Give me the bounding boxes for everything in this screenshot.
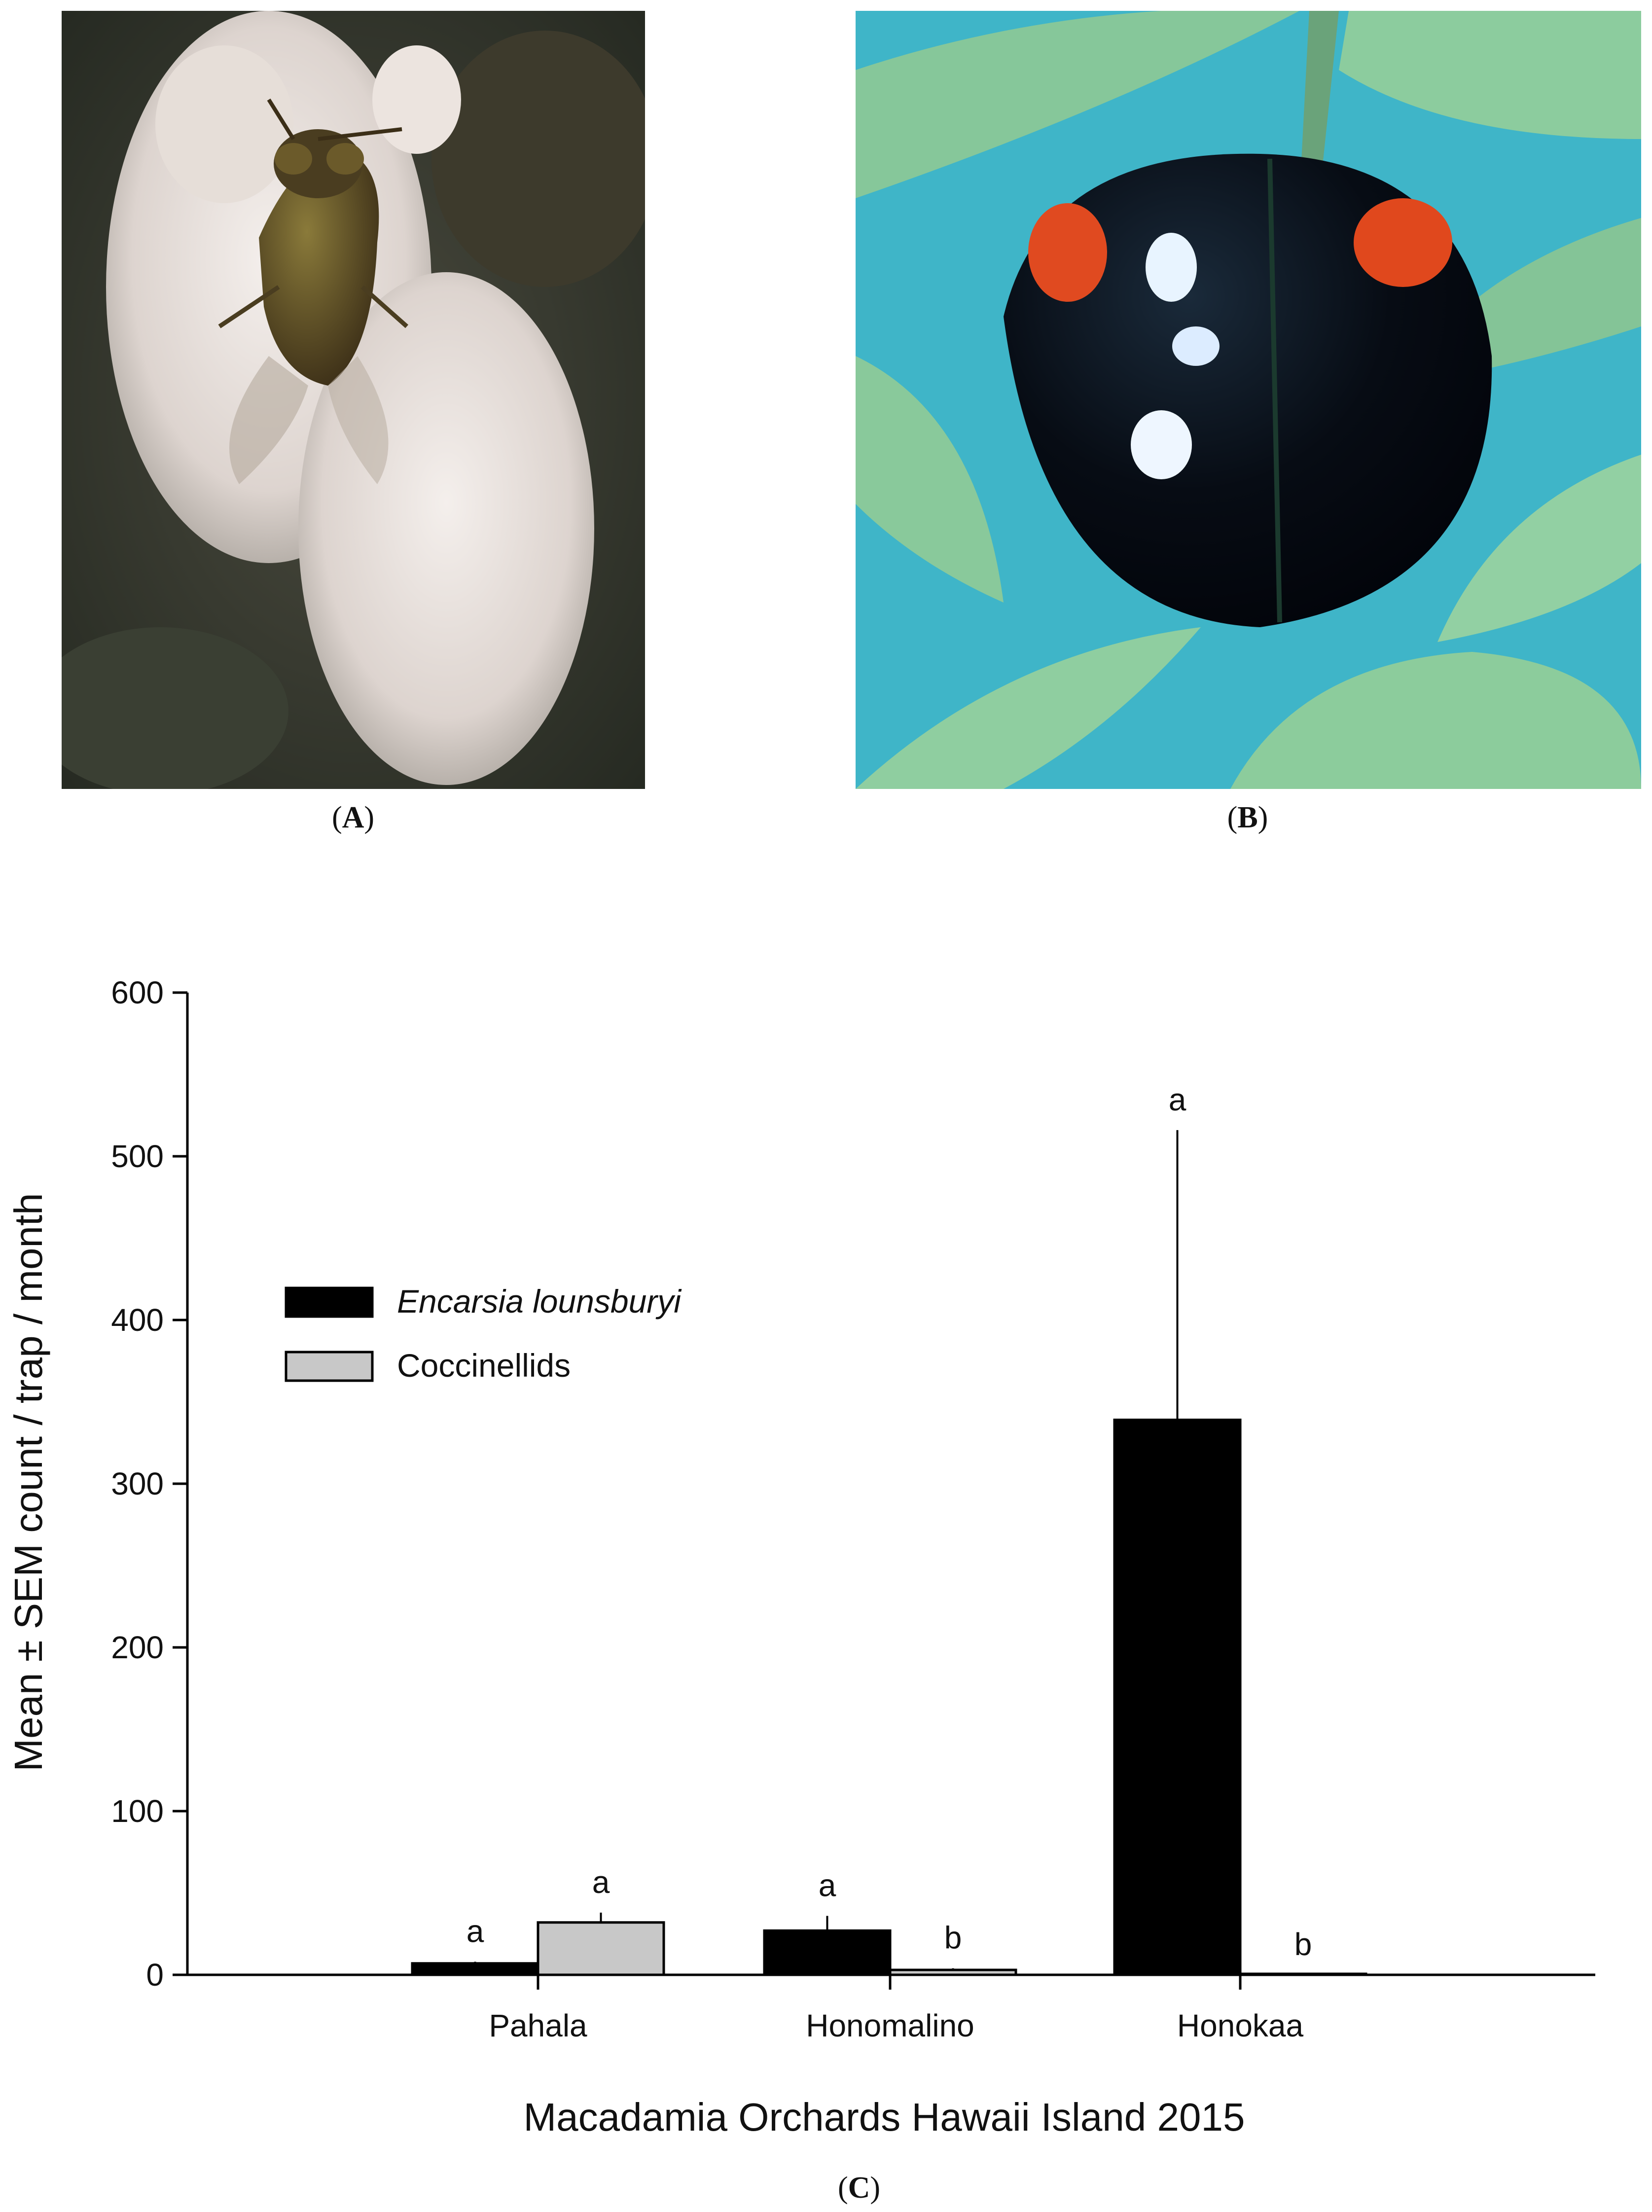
- y-tick-label: 500: [111, 1139, 164, 1174]
- significance-letter: a: [819, 1867, 836, 1903]
- bar: [1239, 1972, 1367, 1976]
- chart-legend: Encarsia lounsburyi Coccinellids: [285, 1283, 682, 1384]
- legend-swatch: [285, 1351, 374, 1382]
- y-tick-label: 200: [111, 1630, 164, 1665]
- significance-letter: b: [944, 1920, 962, 1956]
- significance-letter: a: [1169, 1082, 1186, 1117]
- bar: [1113, 1419, 1242, 1976]
- photo-b: [856, 11, 1641, 789]
- panel-label-a: (A): [331, 801, 375, 834]
- y-axis-title: Mean ± SEM count / trap / month: [6, 1193, 50, 1771]
- y-tick-label: 400: [111, 1302, 164, 1338]
- significance-letter: b: [1294, 1927, 1312, 1962]
- legend-swatch: [285, 1286, 374, 1318]
- significance-letter: a: [467, 1913, 484, 1949]
- legend-label: Coccinellids: [397, 1347, 571, 1384]
- x-tick-label: Pahala: [489, 2008, 587, 2043]
- bar: [411, 1962, 539, 1976]
- bar: [889, 1968, 1017, 1976]
- y-tick-label: 0: [146, 1957, 164, 1993]
- photo-a: [62, 11, 645, 789]
- panel-label-c: (C): [837, 2171, 881, 2205]
- y-tick-label: 100: [111, 1793, 164, 1829]
- x-tick-label: Honokaa: [1177, 2008, 1304, 2043]
- bar: [763, 1929, 892, 1976]
- x-axis-title: Macadamia Orchards Hawaii Island 2015: [524, 2095, 1245, 2139]
- y-tick-label: 600: [111, 975, 164, 1010]
- black-ladybeetle-photo: [856, 11, 1641, 789]
- legend-label: Encarsia lounsburyi: [397, 1283, 682, 1320]
- bar: [537, 1921, 665, 1976]
- x-tick-label: Honomalino: [806, 2008, 974, 2043]
- chart-axes: 0 100 200 300 400 500 600 Pahala Honomalino Honok…: [111, 975, 1595, 2043]
- y-tick-label: 300: [111, 1466, 164, 1501]
- whitefly-parasitoid-wasp-photo: [62, 11, 645, 789]
- significance-letter: a: [592, 1864, 610, 1900]
- panel-label-b: (B): [1227, 801, 1268, 834]
- chart-bars: a a a b a b: [411, 1082, 1367, 1976]
